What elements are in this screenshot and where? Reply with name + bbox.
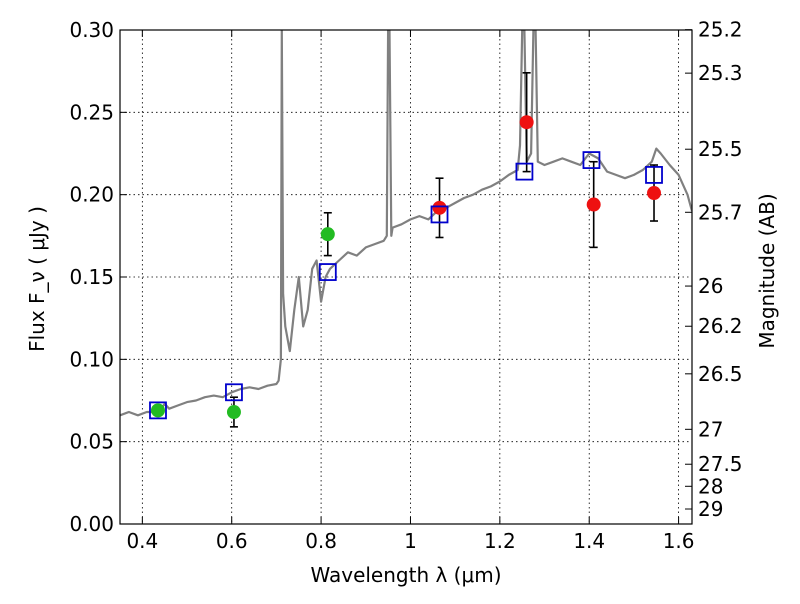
observed-point	[226, 405, 241, 420]
observed-point	[150, 403, 165, 418]
model-photometry-point	[225, 383, 243, 402]
grid-lines	[120, 29, 692, 525]
x-axis-label: Wavelength λ (μm)	[310, 563, 501, 587]
y2-tick-label: 25.5	[698, 137, 743, 161]
model-photometry-point	[318, 263, 337, 281]
y2-tick-label: 25.2	[698, 18, 743, 42]
y2-tick-label: 26.5	[698, 362, 743, 386]
y2-tick-label: 28	[698, 474, 723, 498]
observed-point	[432, 200, 447, 215]
y-tick-label: 0.30	[69, 18, 114, 42]
y2-tick-label: 26.2	[698, 314, 743, 338]
y-tick-label: 0.10	[69, 347, 114, 371]
y2-tick-label: 25.7	[698, 200, 743, 224]
plot-frame	[119, 29, 693, 525]
model-photometry-point	[149, 401, 167, 420]
y-tick-label: 0.15	[69, 265, 114, 289]
y-tick-label: 0.20	[69, 183, 114, 207]
model-photometry-point	[582, 151, 601, 169]
observed-point	[519, 115, 534, 130]
y2-tick-label: 25.3	[698, 61, 743, 85]
y2-tick-label: 29	[698, 497, 723, 521]
observed-point	[647, 186, 662, 201]
x-tick-label: 1.6	[663, 529, 695, 553]
x-tick-label: 0.6	[216, 529, 248, 553]
model-photometry-point	[515, 162, 534, 181]
y-tick-label: 0.05	[69, 430, 114, 454]
y2-tick-label: 26	[698, 274, 723, 298]
y2-tick-label: 27.5	[698, 452, 743, 476]
y-axis-label: Flux F_ν ( μJy )	[25, 206, 49, 352]
observed-point	[586, 197, 601, 212]
model-photometry-point	[645, 166, 663, 184]
y2-tick-label: 27	[698, 417, 723, 441]
ticks: 0.4 0.6 0.8 1 1.2 1.4 1.6 0.00 0.05 0.10 0.15 0.20 0…	[69, 18, 742, 553]
x-tick-label: 1	[404, 529, 417, 553]
x-tick-label: 1.4	[573, 529, 605, 553]
y2-axis-label: Magnitude (AB)	[755, 193, 779, 348]
x-tick-label: 0.4	[126, 529, 158, 553]
spectrum-line	[120, 30, 692, 417]
observed-point	[320, 227, 335, 242]
y-tick-label: 0.00	[69, 512, 114, 536]
model-photometry-point	[430, 205, 449, 224]
x-tick-label: 1.2	[484, 529, 516, 553]
x-tick-label: 0.8	[305, 529, 337, 553]
y-tick-label: 0.25	[69, 100, 114, 124]
